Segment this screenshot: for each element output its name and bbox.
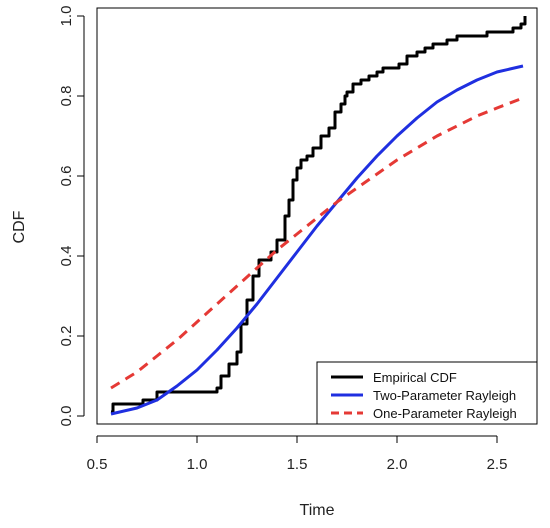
y-tick-label: 0.6	[58, 166, 75, 187]
series-line-one-parameter-rayleigh	[110, 96, 524, 390]
series-layer	[110, 16, 527, 416]
x-tick-label: 1.5	[287, 456, 308, 473]
y-tick-label: 0.8	[58, 86, 75, 107]
x-axis-title: Time	[300, 502, 335, 519]
y-tick-label: 0.0	[58, 406, 75, 427]
y-axis-title: CDF	[11, 210, 28, 243]
series-line-empirical-cdf	[111, 16, 527, 414]
axes: 0.5 1.0 1.5 2.0 2.5 0.0 0.2 0.4 0.6 0.8 1.0	[58, 6, 507, 473]
series-line-two-parameter-rayleigh	[110, 64, 524, 416]
y-tick-label: 0.4	[58, 246, 75, 267]
legend-label: One-Parameter Rayleigh	[373, 406, 517, 421]
x-tick-label: 1.0	[187, 456, 208, 473]
legend-box	[316, 361, 538, 425]
y-tick-label: 0.2	[58, 326, 75, 347]
legend: Empirical CDF Two-Parameter Rayleigh One-P…	[316, 361, 538, 425]
legend-label: Empirical CDF	[373, 370, 457, 385]
y-tick-label: 1.0	[58, 6, 75, 27]
x-tick-label: 0.5	[87, 456, 108, 473]
x-tick-label: 2.0	[387, 456, 408, 473]
legend-label: Two-Parameter Rayleigh	[373, 388, 516, 403]
x-tick-label: 2.5	[487, 456, 508, 473]
